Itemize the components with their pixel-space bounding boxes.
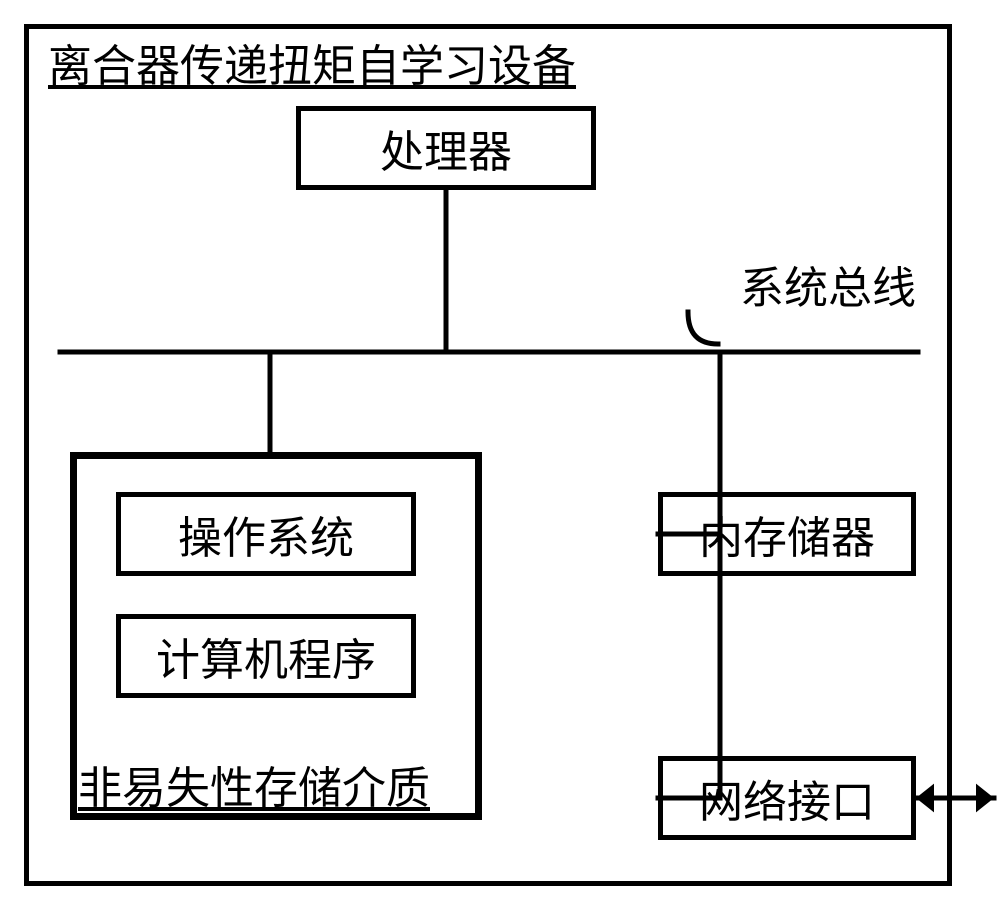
storage-label: 非易失性存储介质 <box>78 752 430 816</box>
os-box: 操作系统 <box>116 492 416 576</box>
network-label: 网络接口 <box>699 766 875 830</box>
processor-label: 处理器 <box>380 116 512 180</box>
memory-label: 内存储器 <box>699 502 875 566</box>
memory-box: 内存储器 <box>658 492 916 576</box>
processor-box: 处理器 <box>296 106 596 190</box>
program-label: 计算机程序 <box>156 624 376 688</box>
os-label: 操作系统 <box>178 502 354 566</box>
bus-label: 系统总线 <box>740 252 916 316</box>
diagram-title: 离合器传递扭矩自学习设备 <box>48 30 576 94</box>
network-box: 网络接口 <box>658 756 916 840</box>
program-box: 计算机程序 <box>116 614 416 698</box>
